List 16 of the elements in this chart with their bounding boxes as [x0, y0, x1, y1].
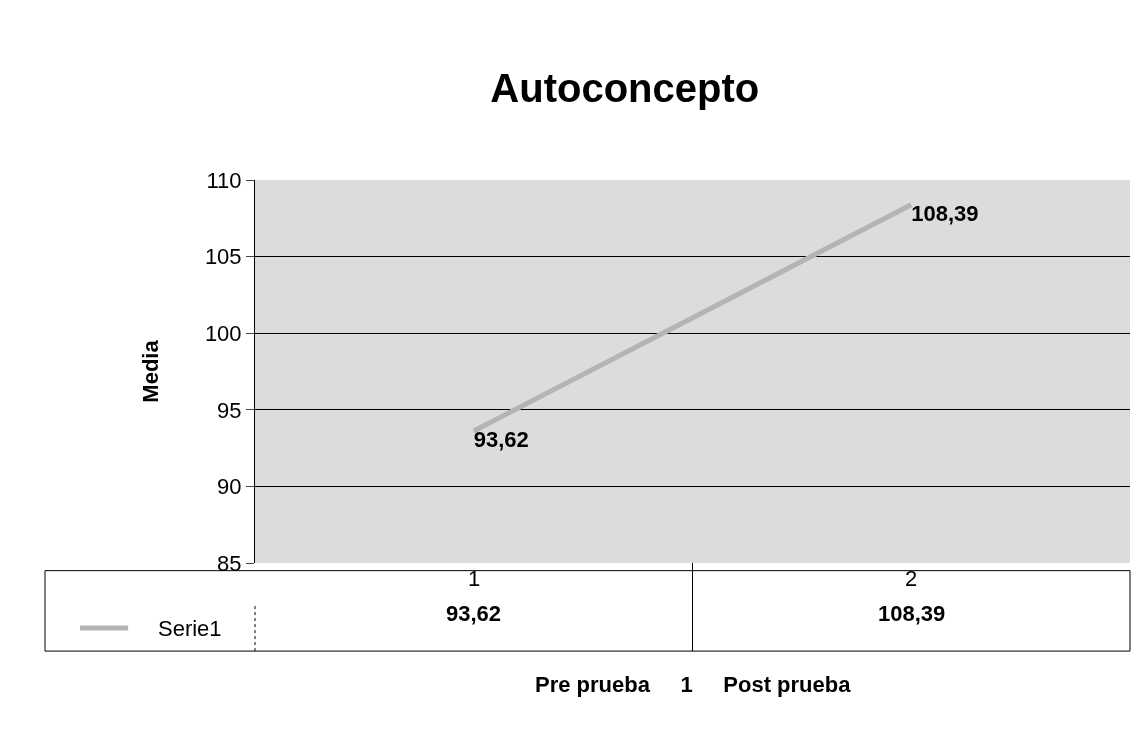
- x-tick-label: 2: [905, 566, 918, 591]
- chart-title: Autoconcepto: [490, 65, 760, 110]
- data-label: 108,39: [878, 601, 946, 626]
- y-tick-label: 95: [217, 397, 242, 423]
- legend-label: Serie1: [158, 616, 222, 641]
- y-tick-label: 110: [206, 167, 242, 193]
- x-axis-title: Pre prueba 1 Post prueba: [535, 672, 852, 697]
- text: 108,39: [911, 201, 979, 227]
- y-tick-label: 90: [217, 474, 242, 500]
- y-tick-label: 105: [204, 244, 242, 270]
- x-tick-label: 1: [468, 566, 481, 591]
- data-label: 93,62: [446, 601, 502, 626]
- y-tick-label: 85: [217, 550, 242, 576]
- y-tick-label: 100: [204, 320, 242, 346]
- y-axis-title: Media: [137, 339, 163, 403]
- text: 93,62: [473, 427, 529, 453]
